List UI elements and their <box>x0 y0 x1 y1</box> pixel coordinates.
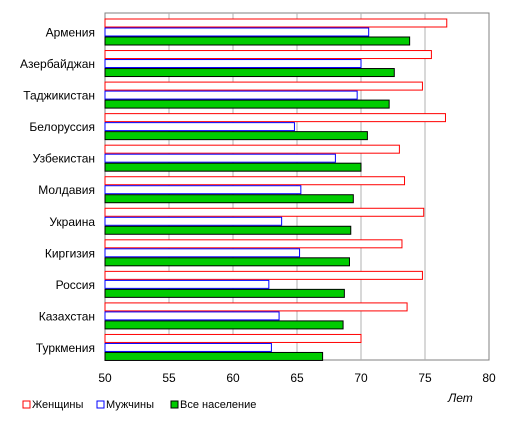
legend-label-women: Женщины <box>32 399 83 411</box>
bar-all <box>104 257 350 267</box>
bar-men <box>104 59 362 69</box>
bar-women <box>104 50 432 60</box>
bar-men <box>104 122 295 132</box>
x-tick-label: 60 <box>226 371 240 385</box>
bar-all <box>104 162 362 172</box>
bar-women <box>104 176 406 186</box>
category-labels: Армения Азербайджан Таджикистан Белоруссия У… <box>20 26 95 355</box>
bars <box>104 18 448 361</box>
bar-men <box>104 90 358 100</box>
bar-all <box>104 194 354 204</box>
x-axis-unit: Лет <box>447 391 473 405</box>
category-label: Молдавия <box>38 183 95 197</box>
x-tick-label: 65 <box>290 371 304 385</box>
category-label: Украина <box>49 215 95 229</box>
category-label: Казахстан <box>39 309 95 323</box>
bar-men <box>104 216 283 226</box>
category-label: Азербайджан <box>20 57 95 71</box>
bar-all <box>104 320 344 330</box>
legend-swatch-women <box>22 400 31 409</box>
bar-all <box>104 99 390 109</box>
bar-women <box>104 270 423 280</box>
bar-men <box>104 248 301 258</box>
bar-men <box>104 185 302 195</box>
x-tick-label: 75 <box>418 371 432 385</box>
legend-label-men: Мужчины <box>106 399 154 411</box>
bar-women <box>104 113 446 123</box>
tick-labels: 50 55 60 65 70 75 80 <box>98 371 496 385</box>
bar-all <box>104 288 345 298</box>
category-label: Армения <box>46 26 95 40</box>
bar-women <box>104 144 400 154</box>
legend: Женщины Мужчины Все население <box>22 399 256 411</box>
category-label: Россия <box>56 278 95 292</box>
bar-all <box>104 131 368 141</box>
bar-women <box>104 18 448 28</box>
bar-all <box>104 68 395 78</box>
category-label: Таджикистан <box>23 89 95 103</box>
x-tick-label: 70 <box>354 371 368 385</box>
bar-men <box>104 27 370 37</box>
bar-women <box>104 81 423 91</box>
bar-all <box>104 36 411 46</box>
bar-men <box>104 311 280 321</box>
bar-women <box>104 239 403 249</box>
category-label: Белоруссия <box>29 120 95 134</box>
bar-all <box>104 351 324 361</box>
legend-swatch-all <box>170 400 179 409</box>
legend-swatch-men <box>96 400 105 409</box>
bar-women <box>104 333 362 343</box>
x-tick-label: 55 <box>162 371 176 385</box>
legend-label-all: Все население <box>180 399 256 411</box>
bar-men <box>104 153 336 163</box>
category-label: Киргизия <box>45 246 95 260</box>
bar-men <box>104 279 270 289</box>
x-tick-label: 50 <box>98 371 112 385</box>
bar-men <box>104 342 272 352</box>
x-tick-label: 80 <box>482 371 496 385</box>
bar-all <box>104 225 352 235</box>
bar-women <box>104 207 425 217</box>
category-label: Узбекистан <box>33 152 95 166</box>
category-label: Туркмения <box>36 341 95 355</box>
bar-women <box>104 302 408 312</box>
